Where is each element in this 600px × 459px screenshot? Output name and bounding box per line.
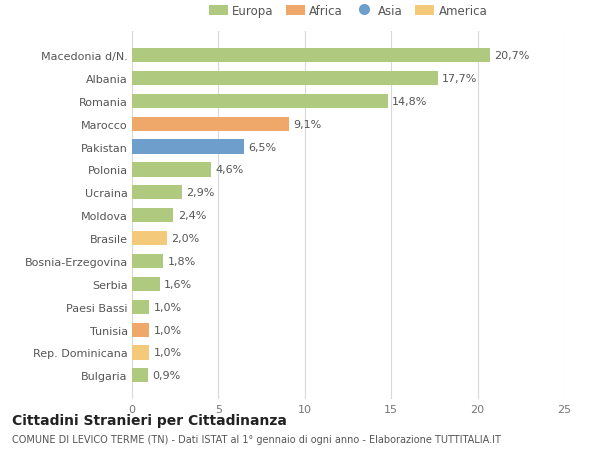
Text: 1,0%: 1,0% — [154, 302, 182, 312]
Text: 2,0%: 2,0% — [171, 234, 199, 244]
Text: 20,7%: 20,7% — [494, 51, 529, 61]
Bar — [132, 369, 148, 383]
Text: 1,0%: 1,0% — [154, 325, 182, 335]
Bar — [132, 118, 289, 131]
Bar — [132, 186, 182, 200]
Bar — [132, 140, 244, 154]
Text: 2,9%: 2,9% — [187, 188, 215, 198]
Text: 4,6%: 4,6% — [216, 165, 244, 175]
Bar — [132, 300, 149, 314]
Text: 1,0%: 1,0% — [154, 348, 182, 358]
Bar — [132, 49, 490, 63]
Text: Cittadini Stranieri per Cittadinanza: Cittadini Stranieri per Cittadinanza — [12, 413, 287, 427]
Text: COMUNE DI LEVICO TERME (TN) - Dati ISTAT al 1° gennaio di ogni anno - Elaborazio: COMUNE DI LEVICO TERME (TN) - Dati ISTAT… — [12, 434, 501, 444]
Text: 2,4%: 2,4% — [178, 211, 206, 221]
Text: 0,9%: 0,9% — [152, 370, 180, 381]
Bar — [132, 323, 149, 337]
Bar — [132, 209, 173, 223]
Text: 9,1%: 9,1% — [293, 119, 322, 129]
Bar — [132, 346, 149, 360]
Bar — [132, 163, 211, 177]
Text: 17,7%: 17,7% — [442, 74, 478, 84]
Text: 6,5%: 6,5% — [248, 142, 277, 152]
Bar — [132, 95, 388, 109]
Bar — [132, 254, 163, 269]
Bar — [132, 231, 167, 246]
Text: 1,8%: 1,8% — [167, 257, 196, 266]
Legend: Europa, Africa, Asia, America: Europa, Africa, Asia, America — [204, 0, 492, 22]
Bar — [132, 277, 160, 291]
Text: 14,8%: 14,8% — [392, 96, 427, 106]
Bar — [132, 72, 438, 86]
Text: 1,6%: 1,6% — [164, 279, 192, 289]
